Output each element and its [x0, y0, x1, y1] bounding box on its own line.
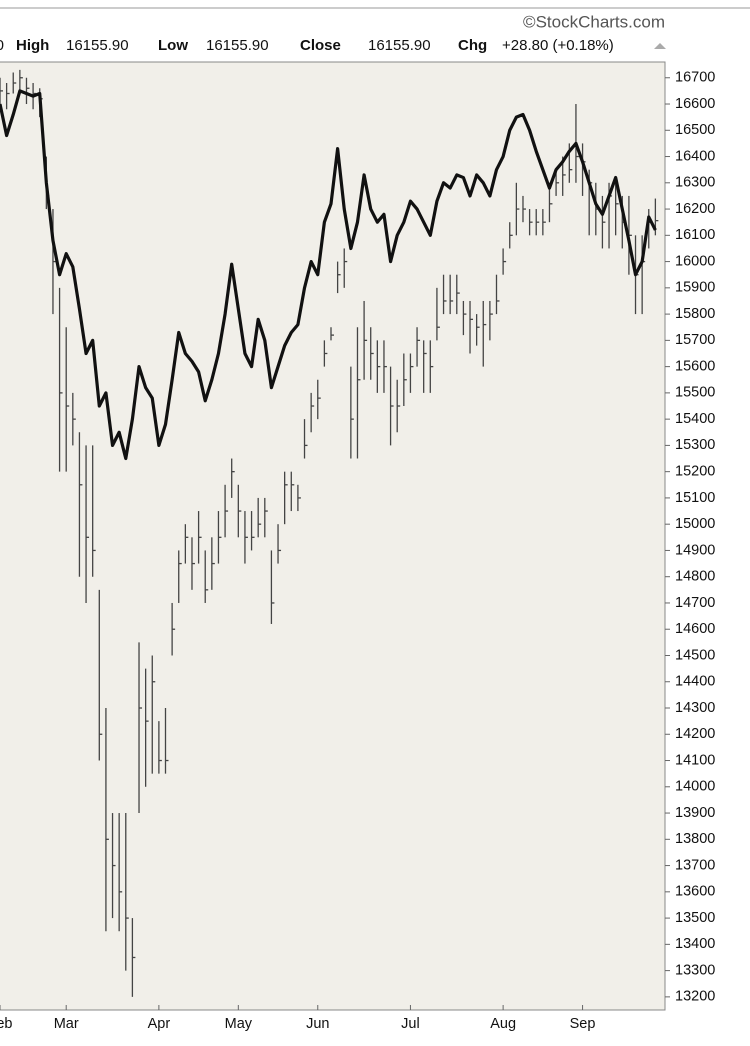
y-tick-label: 13600 [675, 884, 715, 900]
y-tick-label: 13400 [675, 936, 715, 952]
y-tick-label: 16600 [675, 96, 715, 112]
y-tick-label: 13800 [675, 831, 715, 847]
y-tick-label: 15700 [675, 332, 715, 348]
y-tick-label: 15400 [675, 411, 715, 427]
y-tick-label: 15900 [675, 280, 715, 296]
close-label: Close [300, 37, 341, 54]
y-tick-label: 16700 [675, 70, 715, 86]
plot-area [0, 61, 666, 1011]
x-tick-label: Jul [401, 1016, 420, 1032]
overlay-line [0, 89, 657, 461]
chg-value: +28.80 (+0.18%) [502, 37, 614, 54]
y-tick-label: 14500 [675, 647, 715, 663]
chg-label: Chg [458, 37, 487, 54]
close-value: 16155.90 [368, 37, 431, 54]
y-tick-label: 16100 [675, 227, 715, 243]
y-tick-label: 16000 [675, 253, 715, 269]
y-tick-label: 13700 [675, 857, 715, 873]
watermark: ©StockCharts.com [523, 12, 665, 31]
y-tick-label: 15000 [675, 516, 715, 532]
y-tick-label: 15500 [675, 385, 715, 401]
sort-arrow[interactable] [654, 43, 666, 49]
open-value: 0 [0, 37, 4, 54]
y-tick-label: 14900 [675, 542, 715, 558]
y-tick-label: 14000 [675, 779, 715, 795]
low-label: Low [158, 37, 188, 54]
low-value: 16155.90 [206, 37, 269, 54]
y-tick-label: 16500 [675, 122, 715, 138]
x-tick-label: Mar [54, 1016, 79, 1032]
x-tick-label: Feb [0, 1016, 13, 1032]
y-tick-label: 13300 [675, 962, 715, 978]
y-tick-label: 15200 [675, 463, 715, 479]
y-tick-label: 15300 [675, 437, 715, 453]
high-value: 16155.90 [66, 37, 129, 54]
y-tick-label: 16200 [675, 201, 715, 217]
y-tick-label: 14600 [675, 621, 715, 637]
y-tick-label: 14400 [675, 674, 715, 690]
y-tick-label: 14200 [675, 726, 715, 742]
x-tick-label: Jun [306, 1016, 329, 1032]
y-tick-label: 14800 [675, 569, 715, 585]
high-label: High [16, 37, 49, 54]
y-tick-label: 13200 [675, 989, 715, 1005]
y-tick-label: 16400 [675, 148, 715, 164]
y-tick-label: 14300 [675, 700, 715, 716]
x-tick-label: Sep [570, 1016, 596, 1032]
y-tick-label: 14100 [675, 752, 715, 768]
y-tick-label: 15100 [675, 490, 715, 506]
y-tick-label: 16300 [675, 175, 715, 191]
x-tick-label: Apr [148, 1016, 171, 1032]
y-tick-label: 13500 [675, 910, 715, 926]
y-tick-label: 14700 [675, 595, 715, 611]
y-tick-label: 13900 [675, 805, 715, 821]
y-tick-label: 15600 [675, 358, 715, 374]
x-tick-label: Aug [490, 1016, 516, 1032]
x-tick-label: May [225, 1016, 253, 1032]
y-tick-label: 15800 [675, 306, 715, 322]
